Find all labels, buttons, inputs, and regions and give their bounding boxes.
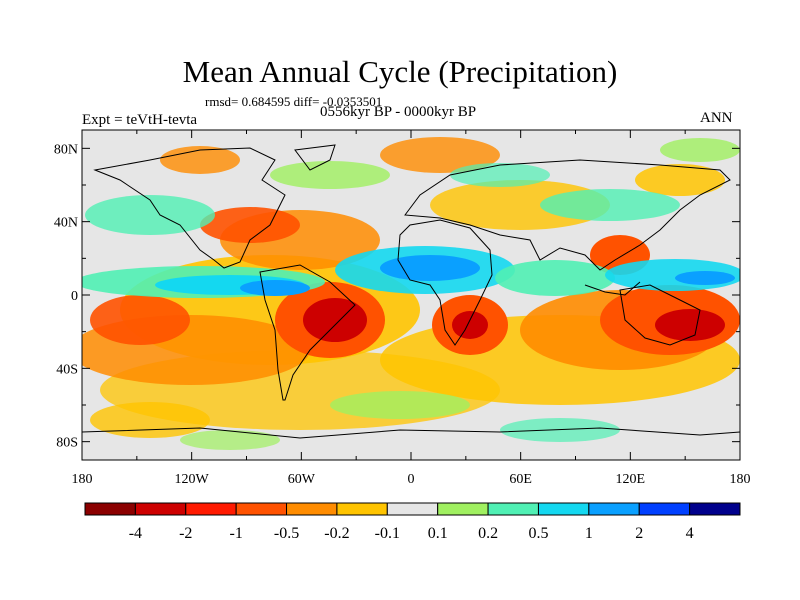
lon-tick-label: 120E	[616, 472, 646, 487]
colorbar-swatch	[185, 502, 237, 516]
colorbar-label: 1	[585, 525, 593, 542]
colorbar-label: -0.5	[274, 525, 299, 542]
lon-tick-label: 60W	[288, 472, 316, 487]
experiment-label: Expt = teVtH-tevta	[82, 112, 198, 128]
lon-tick-label: 60E	[509, 472, 532, 487]
lat-tick-label: 80N	[54, 142, 78, 157]
colorbar-swatch	[286, 502, 338, 516]
plot-title: Mean Annual Cycle (Precipitation)	[182, 54, 618, 89]
rmsd-diff-stats: rmsd= 0.684595 diff= -0.0353501	[205, 94, 383, 109]
colorbar-label: 0.5	[528, 525, 548, 542]
period-label: 0556kyr BP - 0000kyr BP	[320, 104, 477, 120]
colorbar-swatch	[537, 502, 590, 516]
colorbar-label: 0.1	[428, 525, 448, 542]
colorbar-swatch	[336, 502, 388, 516]
lat-tick-label: 40N	[54, 216, 78, 231]
wet-anomaly-regions	[82, 138, 740, 450]
lon-tick-label: 0	[408, 472, 415, 487]
lat-tick-label: 0	[71, 289, 78, 304]
season-label: ANN	[700, 110, 733, 126]
colorbar-label: -4	[129, 525, 142, 542]
colorbar-swatch	[386, 502, 439, 516]
colorbar-swatch	[437, 502, 489, 516]
lon-tick-label: 120W	[175, 472, 210, 487]
colorbar-swatch	[235, 502, 288, 516]
colorbar	[84, 502, 741, 516]
precipitation-field	[82, 137, 740, 450]
lat-tick-label: 80S	[56, 436, 78, 451]
colorbar-label: 2	[635, 525, 643, 542]
colorbar-label: 0.2	[478, 525, 498, 542]
colorbar-label: -1	[229, 525, 242, 542]
colorbar-swatch	[134, 502, 187, 516]
lat-tick-label: 40S	[56, 362, 78, 377]
colorbar-label: -2	[179, 525, 192, 542]
colorbar-swatch	[638, 502, 691, 516]
colorbar-swatch	[689, 502, 741, 516]
colorbar-swatch	[588, 502, 640, 516]
colorbar-label: -0.1	[375, 525, 400, 542]
lon-tick-label: 180	[730, 472, 751, 487]
colorbar-label: 4	[686, 525, 694, 542]
lon-tick-label: 180	[72, 472, 93, 487]
colorbar-swatch	[487, 502, 539, 516]
colorbar-swatch	[84, 502, 136, 516]
colorbar-label: -0.2	[324, 525, 349, 542]
coastlines	[82, 144, 740, 439]
